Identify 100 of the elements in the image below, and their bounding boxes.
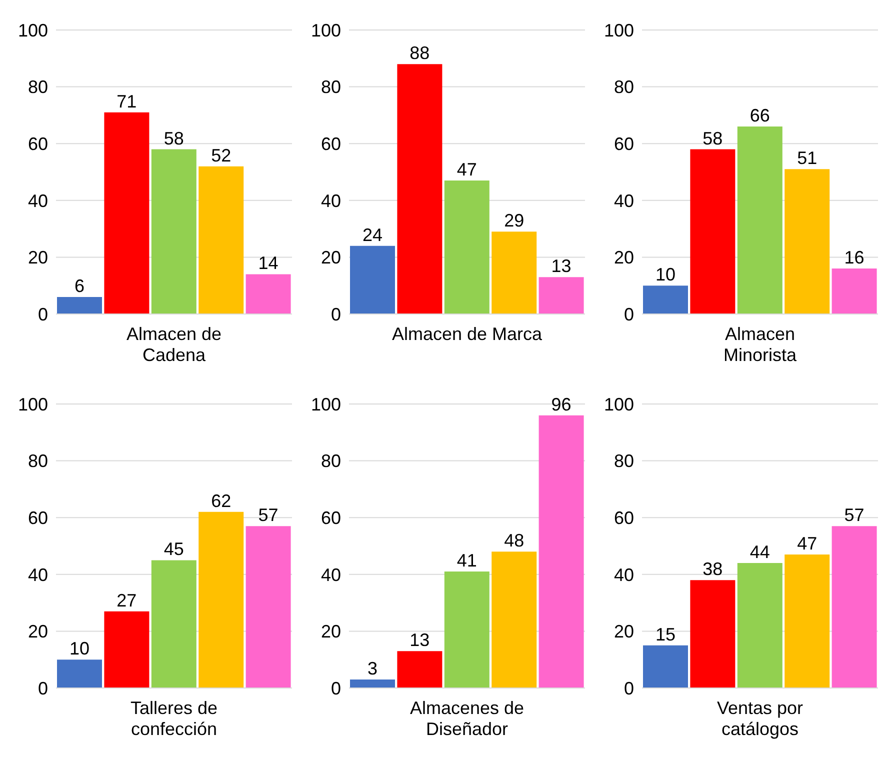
y-tick-label: 60 bbox=[614, 508, 634, 528]
x-axis-title: Almacenes de Diseñador bbox=[410, 698, 524, 739]
bar bbox=[198, 166, 244, 314]
y-tick-label: 100 bbox=[18, 394, 48, 414]
y-tick-label: 20 bbox=[28, 622, 48, 642]
y-tick-label: 40 bbox=[28, 190, 48, 211]
data-label: 24 bbox=[362, 224, 383, 245]
x-axis-title: Almacen de Marca bbox=[392, 324, 544, 344]
data-label: 48 bbox=[504, 530, 524, 551]
bar bbox=[784, 554, 830, 688]
bar bbox=[690, 149, 736, 314]
bar bbox=[246, 274, 291, 314]
y-tick-label: 100 bbox=[310, 20, 341, 40]
data-label: 71 bbox=[116, 91, 137, 112]
bar bbox=[832, 268, 877, 314]
y-tick-label: 60 bbox=[320, 508, 341, 528]
data-label: 41 bbox=[456, 550, 477, 571]
y-tick-label: 60 bbox=[614, 134, 634, 154]
y-tick-label: 40 bbox=[614, 564, 634, 585]
data-label: 62 bbox=[211, 490, 232, 511]
data-label: 10 bbox=[69, 638, 90, 659]
y-tick-label: 80 bbox=[614, 77, 634, 98]
bar bbox=[492, 552, 537, 688]
bar bbox=[397, 651, 442, 688]
data-label: 16 bbox=[844, 248, 864, 268]
x-axis-title: Ventas por catálogos bbox=[716, 698, 804, 739]
y-tick-label: 100 bbox=[604, 20, 634, 40]
y-tick-label: 80 bbox=[320, 77, 341, 98]
x-axis-title: Almacen Minorista bbox=[723, 324, 798, 365]
y-tick-label: 100 bbox=[310, 394, 341, 414]
bar bbox=[832, 526, 877, 688]
data-label: 45 bbox=[164, 539, 184, 560]
data-label: 29 bbox=[504, 210, 524, 231]
data-label: 47 bbox=[797, 534, 818, 554]
bar bbox=[350, 246, 395, 314]
y-tick-label: 0 bbox=[624, 304, 634, 324]
y-tick-label: 20 bbox=[614, 248, 634, 268]
bar bbox=[492, 232, 537, 314]
bar bbox=[104, 112, 150, 314]
y-tick-label: 60 bbox=[28, 508, 48, 528]
bar bbox=[57, 296, 102, 314]
y-tick-label: 0 bbox=[38, 678, 48, 698]
bar bbox=[784, 169, 830, 314]
y-tick-label: 60 bbox=[320, 134, 341, 154]
data-label: 51 bbox=[797, 148, 818, 168]
y-tick-label: 20 bbox=[614, 622, 634, 642]
bar bbox=[538, 277, 584, 314]
bar bbox=[246, 526, 291, 688]
bar bbox=[151, 560, 196, 688]
y-tick-label: 60 bbox=[28, 134, 48, 154]
y-tick-label: 100 bbox=[18, 20, 48, 40]
y-tick-label: 80 bbox=[28, 451, 48, 472]
data-label: 58 bbox=[702, 128, 723, 148]
y-tick-label: 20 bbox=[28, 248, 48, 268]
y-tick-label: 40 bbox=[320, 190, 341, 211]
data-label: 14 bbox=[258, 253, 278, 274]
y-tick-label: 0 bbox=[38, 304, 48, 324]
data-label: 13 bbox=[551, 256, 572, 276]
y-tick-label: 40 bbox=[28, 564, 48, 585]
data-label: 6 bbox=[74, 276, 85, 296]
bar bbox=[198, 512, 244, 688]
bar bbox=[57, 660, 102, 688]
y-tick-label: 20 bbox=[320, 622, 341, 642]
data-label: 10 bbox=[655, 264, 676, 285]
data-label: 57 bbox=[258, 505, 278, 526]
bar bbox=[643, 645, 688, 688]
bar bbox=[104, 611, 150, 688]
y-tick-label: 80 bbox=[320, 451, 341, 472]
bar bbox=[397, 64, 442, 314]
data-label: 38 bbox=[702, 559, 723, 580]
bar bbox=[444, 572, 490, 688]
data-label: 57 bbox=[844, 505, 864, 526]
data-label: 27 bbox=[116, 590, 137, 610]
y-tick-label: 40 bbox=[614, 190, 634, 211]
bar bbox=[737, 126, 782, 314]
data-label: 13 bbox=[410, 630, 430, 650]
y-tick-label: 0 bbox=[330, 304, 341, 324]
x-axis-title: Talleres de confección bbox=[130, 698, 218, 739]
data-label: 58 bbox=[164, 128, 184, 148]
y-tick-label: 0 bbox=[624, 678, 634, 698]
bar bbox=[444, 180, 490, 314]
y-tick-label: 0 bbox=[330, 678, 341, 698]
bar bbox=[350, 679, 395, 688]
y-tick-label: 100 bbox=[604, 394, 634, 414]
y-tick-label: 80 bbox=[28, 77, 48, 98]
data-label: 44 bbox=[750, 542, 770, 562]
y-tick-label: 20 bbox=[320, 248, 341, 268]
bar bbox=[151, 149, 196, 314]
data-label: 96 bbox=[551, 394, 572, 414]
data-label: 52 bbox=[211, 145, 232, 166]
data-label: 66 bbox=[750, 106, 770, 126]
bar bbox=[690, 580, 736, 688]
bar bbox=[643, 286, 688, 314]
x-axis-title: Almacen de Cadena bbox=[126, 324, 222, 365]
data-label: 15 bbox=[655, 624, 676, 644]
y-tick-label: 40 bbox=[320, 564, 341, 585]
data-label: 88 bbox=[410, 43, 430, 64]
data-label: 47 bbox=[456, 160, 477, 180]
bar bbox=[737, 563, 782, 688]
data-label: 3 bbox=[367, 658, 378, 678]
